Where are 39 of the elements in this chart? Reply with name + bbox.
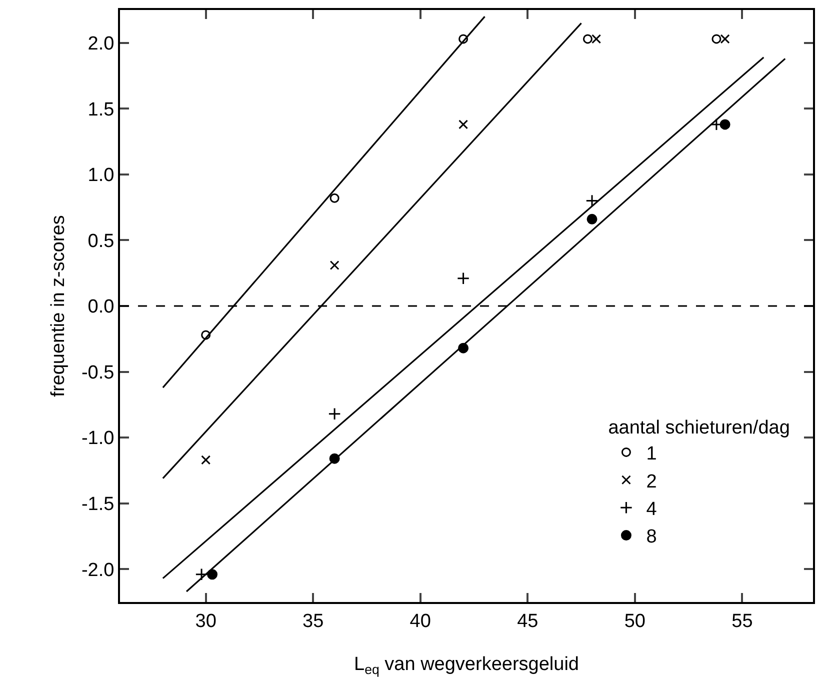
point	[456, 272, 470, 285]
point	[458, 34, 468, 44]
y-tick-label: -1.5	[81, 494, 114, 515]
y-tick-label: 0.5	[88, 230, 114, 252]
legend-title: aantal schieturen/dag	[608, 417, 790, 438]
legend-label: 1	[646, 444, 657, 465]
legend-label: 2	[646, 471, 657, 492]
x-tick-label: 45	[517, 610, 538, 632]
legend-label: 8	[646, 526, 657, 548]
point	[328, 408, 341, 420]
point	[592, 34, 602, 44]
point	[586, 194, 598, 208]
x-axis-title: L$_{eq}$ van wegverkeersgeluid	[354, 654, 579, 677]
y-tick-label: 0.0	[88, 296, 114, 318]
legend-label: 4	[646, 499, 658, 520]
point	[207, 569, 218, 580]
x-tick-label: 30	[195, 610, 216, 632]
point	[330, 193, 340, 203]
point	[720, 34, 730, 44]
point	[712, 34, 722, 44]
y-tick-label: 2.0	[88, 34, 114, 55]
y-tick-label: -2.0	[81, 560, 114, 581]
x-tick-label: 55	[732, 610, 753, 632]
y-tick-label: -0.5	[81, 362, 114, 384]
x-tick-label: 40	[410, 610, 431, 632]
point	[201, 330, 211, 340]
point	[458, 120, 468, 130]
point	[330, 260, 340, 270]
point	[720, 119, 730, 130]
y-tick-label: 1.5	[88, 99, 114, 120]
point	[195, 568, 208, 581]
point	[586, 214, 598, 224]
x-tick-label: 35	[302, 610, 324, 632]
y-axis-title: frequentie in z-scores	[48, 215, 69, 397]
point	[201, 455, 211, 465]
y-tick-label: -1.0	[81, 428, 114, 450]
y-tick-label: 1.0	[88, 165, 114, 186]
point	[582, 34, 592, 44]
x-tick-label: 50	[624, 610, 646, 632]
